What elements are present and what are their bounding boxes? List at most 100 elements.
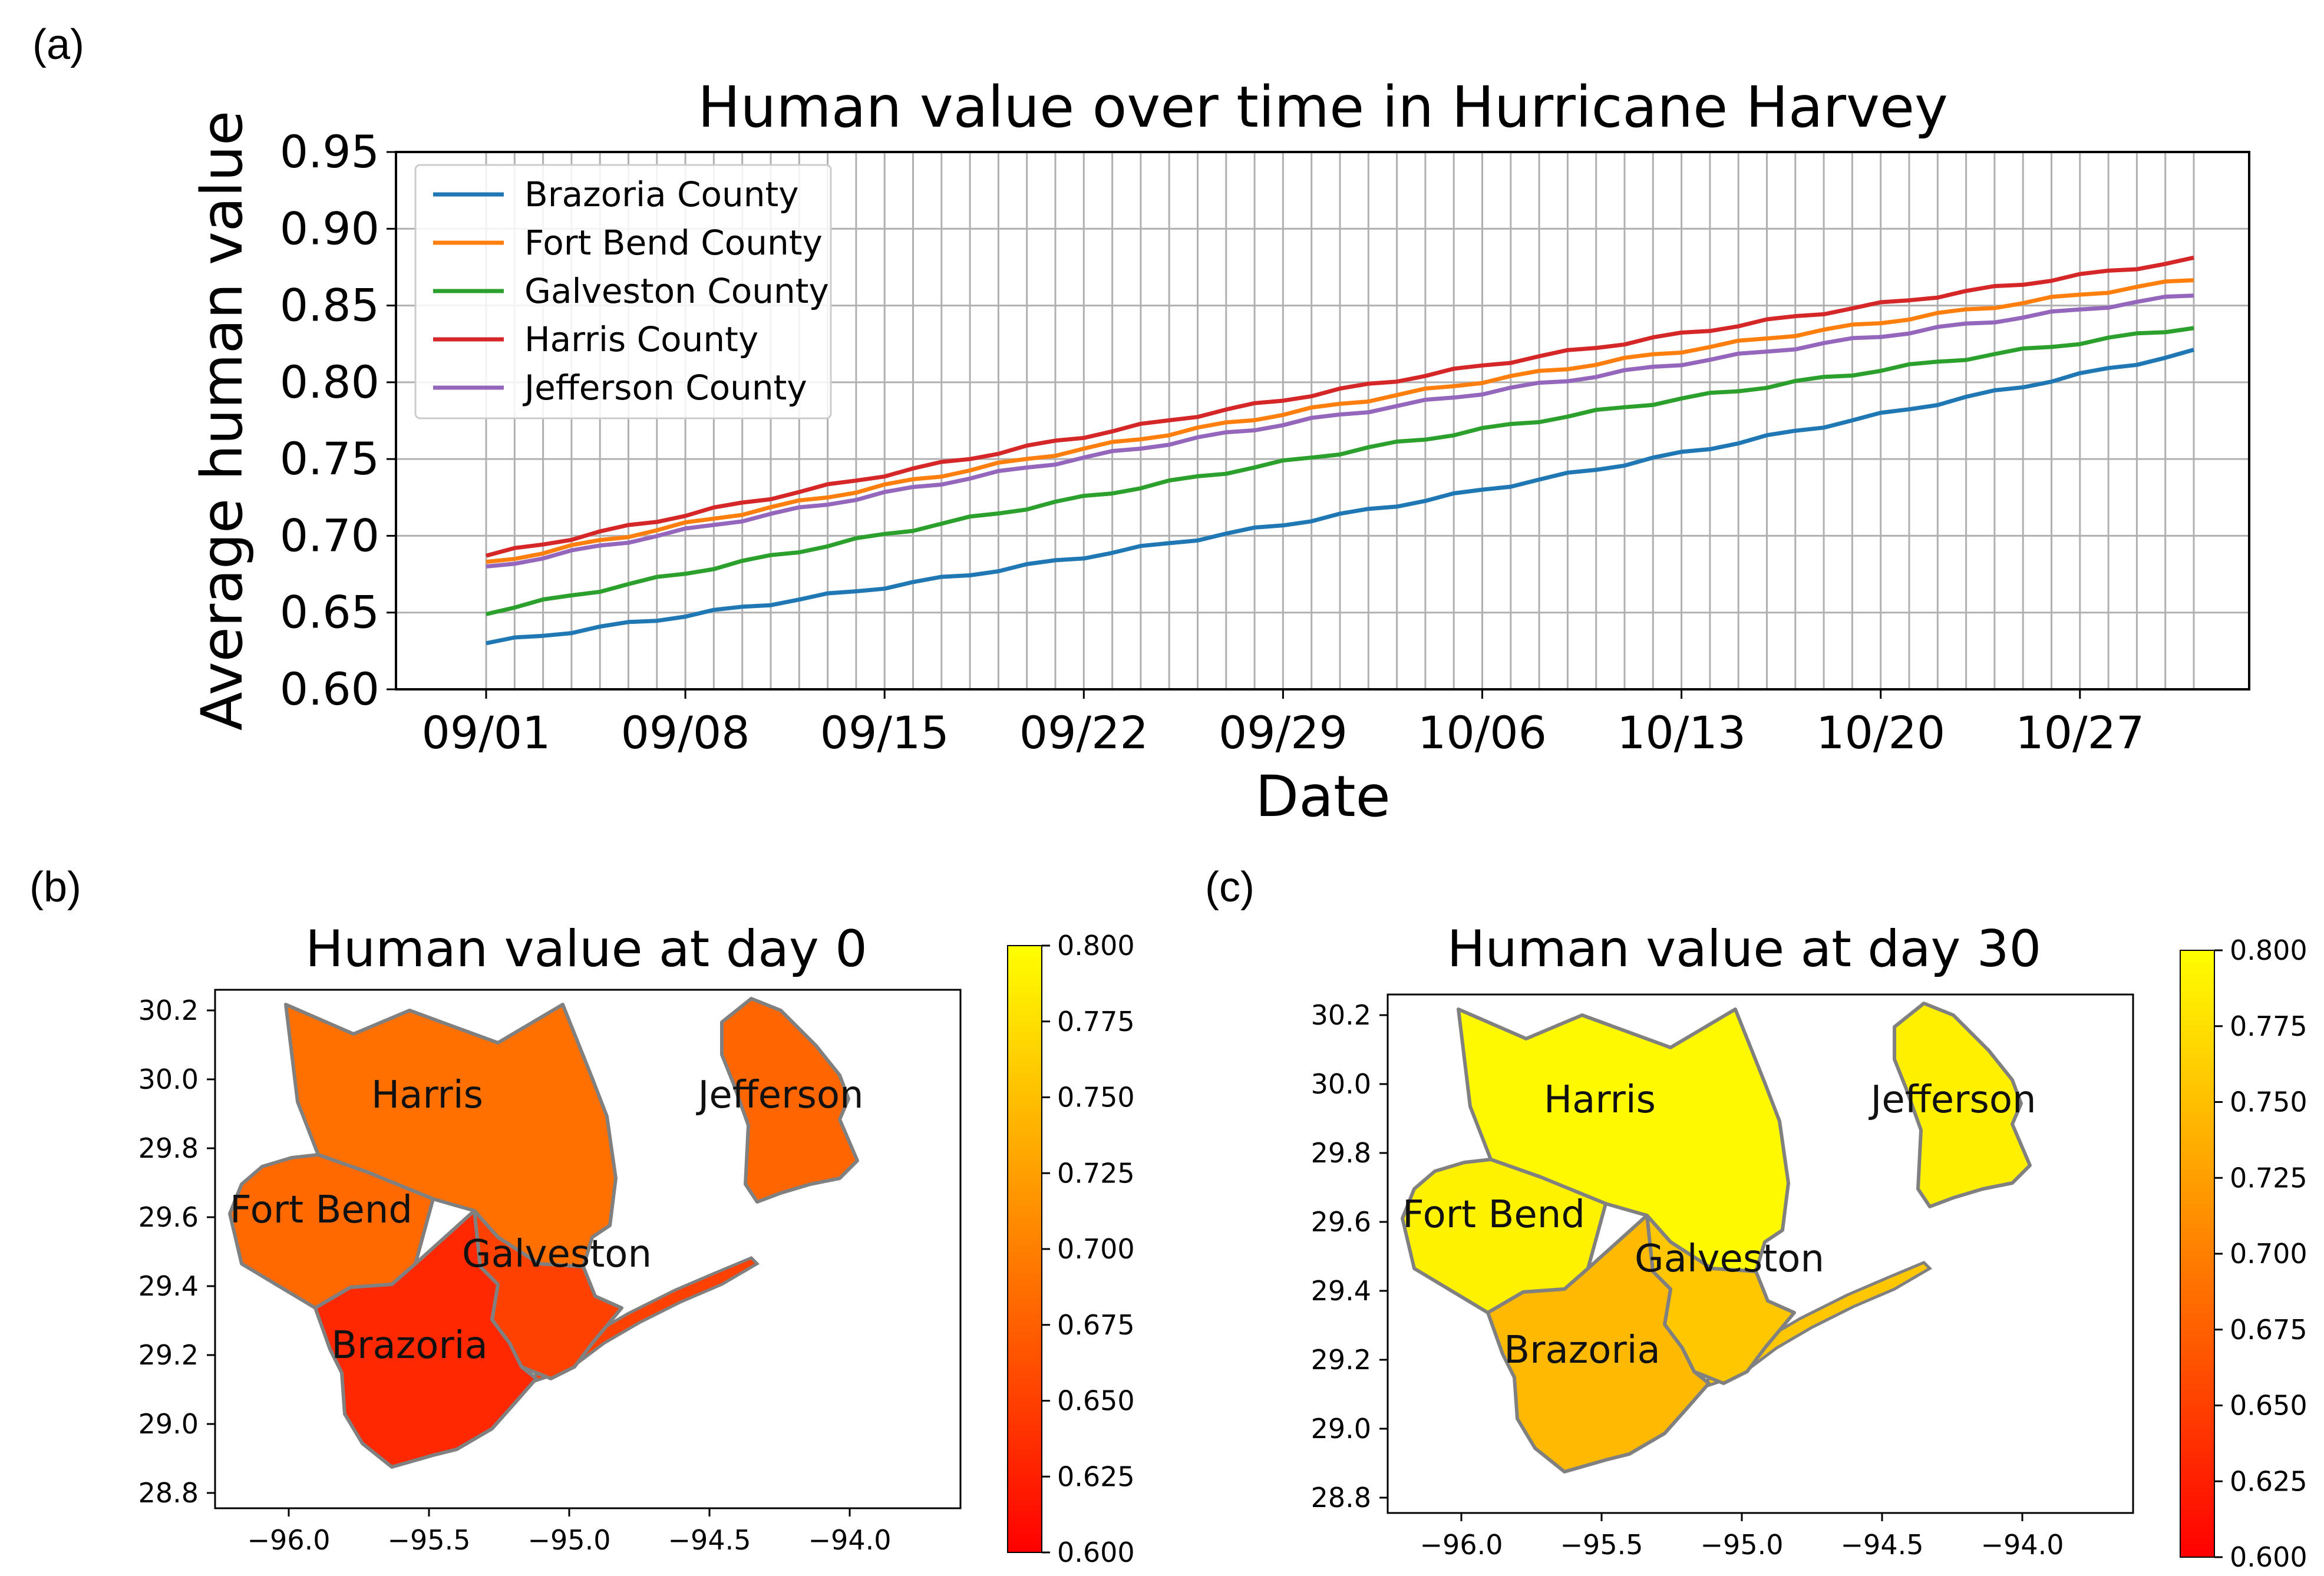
colorbar-tick-label: 0.725 — [1057, 1157, 1135, 1189]
colorbar-tick-label: 0.625 — [1057, 1461, 1135, 1492]
map-y-tick-label: 29.4 — [1311, 1275, 1371, 1307]
y-tick-label: 0.70 — [280, 509, 379, 561]
map-x-tick-label: −95.0 — [1701, 1529, 1784, 1561]
colorbar-tick-label: 0.700 — [1057, 1233, 1135, 1265]
map-region-brazoria — [1486, 1214, 1711, 1473]
colorbar-day30: 0.800 0.775 0.750 0.725 0.700 0.675 0.650 0.625… — [2180, 934, 2308, 1573]
map-region-label: Jefferson — [1868, 1078, 2036, 1122]
map-region-label: Fort Bend — [230, 1188, 412, 1232]
x-tick-label: 10/20 — [1816, 706, 1945, 759]
map-region-label: Fort Bend — [1402, 1193, 1585, 1237]
plot-frame — [395, 151, 2250, 690]
map-y-tick-label: 29.8 — [138, 1132, 199, 1164]
map-y-tick-label: 30.0 — [1311, 1068, 1371, 1100]
y-tick-label: 0.65 — [280, 586, 379, 639]
panel-label-b: (b) — [29, 864, 81, 911]
map-y-tick-label: 29.0 — [1311, 1413, 1371, 1445]
y-tick-label: 0.75 — [280, 432, 379, 485]
map-y-tick-label: 28.8 — [138, 1477, 199, 1509]
map-region-label: Harris — [371, 1073, 483, 1117]
map-region-brazoria — [313, 1209, 538, 1469]
legend-label: Fort Bend County — [524, 223, 823, 263]
panel-label-a: (a) — [32, 21, 84, 68]
colorbar-day0-gradient — [1007, 945, 1042, 1553]
map-region-jefferson — [1893, 1002, 2032, 1208]
panel-label-c: (c) — [1205, 864, 1255, 911]
colorbar-tick-label: 0.600 — [2230, 1541, 2308, 1573]
series-line-harris-county — [486, 255, 2194, 558]
map-y-tick-label: 29.2 — [1311, 1344, 1371, 1376]
legend-label: Galveston County — [524, 271, 829, 311]
colorbar-tick-label: 0.800 — [1057, 930, 1135, 962]
line-chart-title: Human value over time in Hurricane Harve… — [698, 74, 1948, 140]
map-y-tick-label: 30.2 — [1311, 999, 1371, 1031]
legend-box — [414, 164, 832, 419]
y-axis-label: Average human value — [189, 111, 255, 731]
colorbar-day30-gradient — [2180, 950, 2215, 1558]
map-x-tick-label: −94.5 — [668, 1524, 751, 1556]
colorbar-day0: 0.800 0.775 0.750 0.725 0.700 0.675 0.650 0.625… — [1007, 930, 1135, 1568]
x-tick-label: 10/06 — [1418, 706, 1547, 759]
map-day0-title: Human value at day 0 — [305, 920, 867, 979]
map-region-label: Galveston — [1635, 1237, 1824, 1281]
y-tick-label: 0.60 — [280, 663, 379, 715]
colorbar-tick-label: 0.675 — [1057, 1309, 1135, 1341]
map-x-tick-label: −96.0 — [247, 1524, 331, 1556]
colorbar-tick-label: 0.675 — [2230, 1314, 2308, 1346]
y-tick-label: 0.90 — [280, 202, 379, 255]
y-axis-ticks: 0.60 0.65 0.70 0.75 0.80 0.85 0.90 0.95 — [280, 125, 396, 715]
x-axis-label: Date — [1255, 764, 1390, 830]
x-tick-label: 09/29 — [1219, 706, 1348, 759]
x-tick-label: 09/22 — [1019, 706, 1148, 759]
map-y-tick-label: 28.8 — [1311, 1482, 1371, 1514]
y-tick-label: 0.80 — [280, 356, 379, 408]
map-x-tick-label: −96.0 — [1420, 1529, 1503, 1561]
x-tick-label: 09/08 — [621, 706, 750, 759]
map-region-jefferson — [720, 997, 859, 1204]
colorbar-tick-label: 0.775 — [2230, 1010, 2308, 1042]
colorbar-tick-label: 0.750 — [2230, 1086, 2308, 1118]
colorbar-tick-label: 0.625 — [2230, 1465, 2308, 1497]
line-chart: Human value over time in Hurricane Harve… — [189, 74, 2250, 830]
series-lines — [486, 255, 2194, 646]
legend: Brazoria County Fort Bend County Galveston… — [414, 164, 832, 419]
map-region-label: Brazoria — [1504, 1329, 1661, 1372]
map-x-tick-label: −94.5 — [1841, 1529, 1924, 1561]
x-tick-label: 10/27 — [2015, 706, 2144, 759]
x-tick-label: 09/01 — [421, 706, 550, 759]
map-x-tick-label: −95.5 — [388, 1524, 471, 1556]
map-region-label: Jefferson — [695, 1073, 863, 1117]
map-y-tick-label: 29.8 — [1311, 1137, 1371, 1169]
x-axis-ticks: 09/01 09/08 09/15 09/22 09/29 10/06 10/13 10/20… — [421, 689, 2144, 759]
map-y-tick-label: 29.6 — [1311, 1206, 1371, 1238]
map-x-tick-label: −94.0 — [1981, 1529, 2064, 1561]
y-tick-label: 0.95 — [280, 125, 379, 178]
colorbar-tick-label: 0.650 — [2230, 1390, 2308, 1422]
x-tick-label: 09/15 — [820, 706, 949, 759]
map-x-tick-label: −95.0 — [528, 1524, 611, 1556]
map-y-tick-label: 29.0 — [138, 1408, 199, 1440]
map-x-tick-label: −95.5 — [1560, 1529, 1643, 1561]
map-day-0: Human value at day 0 −96.0 −95.5 −95.0 −94.… — [138, 920, 1135, 1568]
legend-label: Brazoria County — [524, 174, 799, 214]
map-y-tick-label: 29.6 — [138, 1201, 199, 1233]
map-y-tick-label: 29.4 — [138, 1270, 199, 1302]
colorbar-tick-label: 0.750 — [1057, 1082, 1135, 1114]
colorbar-tick-label: 0.800 — [2230, 934, 2308, 966]
colorbar-tick-label: 0.725 — [2230, 1162, 2308, 1194]
colorbar-tick-label: 0.600 — [1057, 1537, 1135, 1568]
map-y-tick-label: 30.2 — [138, 995, 199, 1026]
map-y-tick-label: 30.0 — [138, 1063, 199, 1095]
x-tick-label: 10/13 — [1617, 706, 1746, 759]
map-day-30: Human value at day 30 −96.0 −95.5 −95.0 −94… — [1311, 920, 2308, 1573]
legend-label: Harris County — [524, 319, 758, 359]
series-line-jefferson-county — [486, 293, 2194, 569]
map-day30-title: Human value at day 30 — [1447, 920, 2041, 979]
map-x-tick-label: −94.0 — [808, 1524, 892, 1556]
map-region-fort-bend — [228, 1153, 435, 1310]
map-y-tick-label: 29.2 — [138, 1339, 199, 1371]
series-line-brazoria-county — [486, 348, 2194, 646]
map-region-label: Galveston — [462, 1233, 652, 1276]
y-tick-label: 0.85 — [280, 279, 379, 332]
